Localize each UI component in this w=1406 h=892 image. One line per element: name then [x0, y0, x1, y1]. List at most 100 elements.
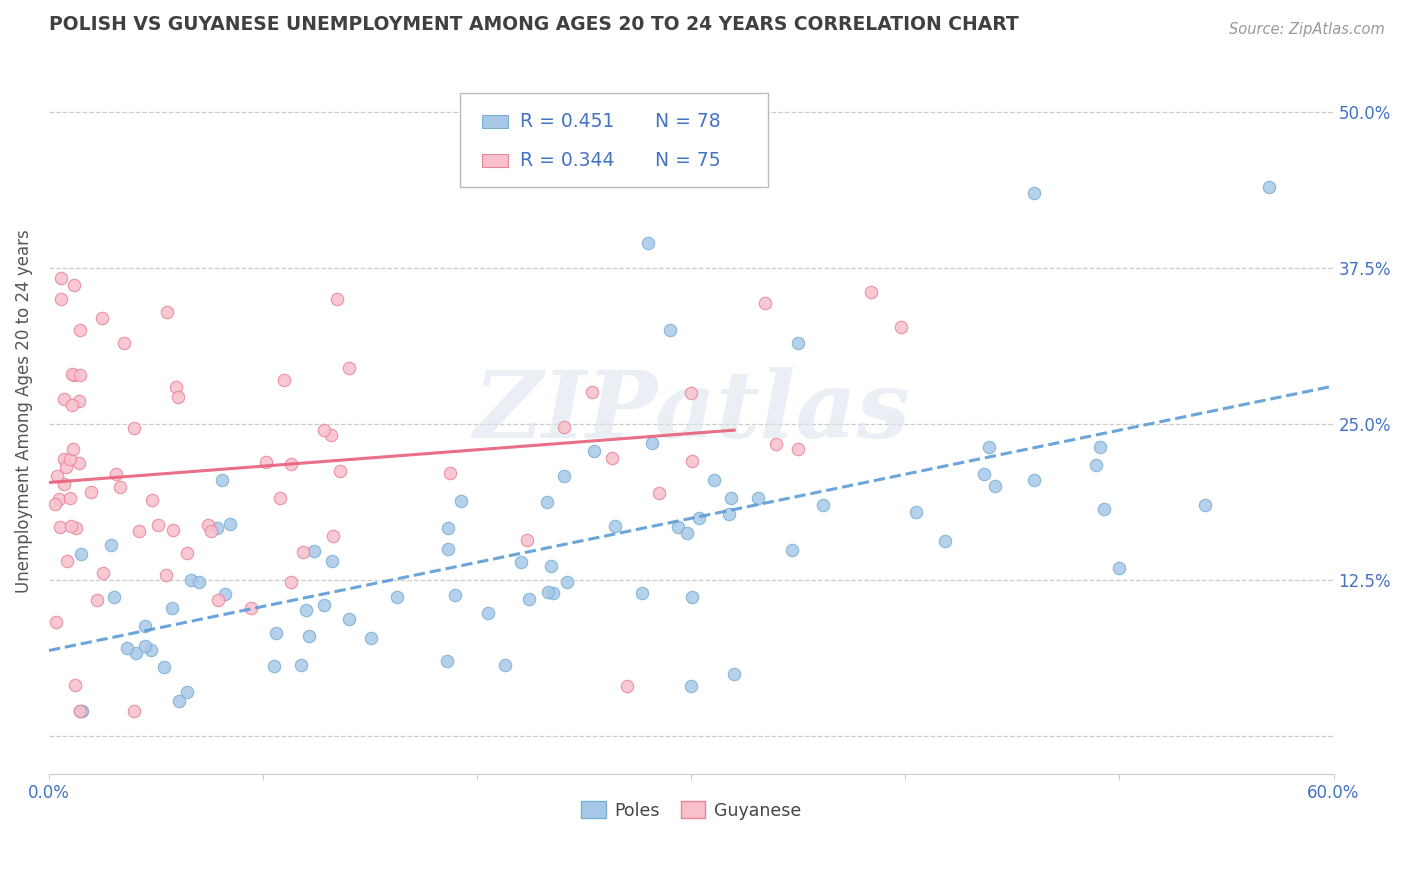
Guyanese — [63, 678, 86, 692]
Guyanese — [60, 518, 83, 533]
Text: R = 0.451: R = 0.451 — [520, 112, 614, 131]
Poles — [100, 538, 122, 552]
Guyanese — [616, 679, 638, 693]
Guyanese — [322, 529, 344, 543]
Poles — [640, 436, 662, 450]
Guyanese — [69, 323, 91, 337]
Poles — [1022, 186, 1045, 200]
Poles — [494, 657, 516, 672]
Guyanese — [52, 477, 75, 491]
Guyanese — [56, 554, 79, 568]
Guyanese — [329, 464, 352, 478]
FancyBboxPatch shape — [482, 115, 508, 128]
Poles — [134, 640, 156, 654]
Guyanese — [65, 521, 87, 535]
Guyanese — [91, 566, 114, 580]
Poles — [219, 516, 242, 531]
Poles — [70, 704, 93, 718]
Guyanese — [337, 360, 360, 375]
Guyanese — [240, 601, 263, 615]
Poles — [747, 491, 769, 505]
Text: R = 0.344: R = 0.344 — [520, 152, 614, 170]
Guyanese — [104, 467, 127, 481]
Poles — [314, 598, 336, 612]
Guyanese — [273, 373, 295, 387]
Poles — [703, 473, 725, 487]
Guyanese — [860, 285, 883, 299]
Guyanese — [67, 394, 90, 409]
Poles — [160, 601, 183, 615]
Guyanese — [79, 485, 101, 500]
Guyanese — [326, 292, 349, 306]
Poles — [437, 521, 460, 535]
Poles — [720, 491, 742, 505]
Guyanese — [69, 704, 91, 718]
Guyanese — [681, 453, 703, 467]
Poles — [658, 323, 681, 337]
Poles — [321, 554, 343, 568]
Guyanese — [52, 392, 75, 406]
Poles — [263, 659, 285, 673]
Guyanese — [516, 533, 538, 548]
Guyanese — [162, 523, 184, 537]
Poles — [70, 547, 93, 561]
Poles — [103, 591, 125, 605]
Poles — [211, 473, 233, 487]
Poles — [214, 587, 236, 601]
Poles — [295, 603, 318, 617]
Legend: Poles, Guyanese: Poles, Guyanese — [575, 795, 808, 827]
Guyanese — [122, 421, 145, 435]
Guyanese — [197, 517, 219, 532]
Guyanese — [91, 310, 114, 325]
Poles — [1094, 502, 1116, 516]
Guyanese — [176, 546, 198, 560]
Guyanese — [156, 304, 179, 318]
Poles — [973, 467, 995, 481]
Guyanese — [754, 296, 776, 310]
Poles — [264, 626, 287, 640]
Guyanese — [314, 423, 336, 437]
Poles — [1090, 440, 1112, 454]
Poles — [904, 505, 927, 519]
Poles — [681, 590, 703, 604]
Poles — [681, 679, 703, 693]
Guyanese — [51, 270, 73, 285]
Poles — [605, 519, 627, 533]
Poles — [437, 542, 460, 557]
Poles — [139, 643, 162, 657]
Guyanese — [63, 368, 86, 382]
Poles — [290, 658, 312, 673]
Poles — [541, 586, 564, 600]
Guyanese — [44, 497, 66, 511]
Poles — [688, 511, 710, 525]
Guyanese — [155, 567, 177, 582]
Poles — [553, 468, 575, 483]
Poles — [979, 440, 1001, 454]
Guyanese — [890, 319, 912, 334]
Poles — [69, 704, 91, 718]
Poles — [780, 543, 803, 558]
Poles — [555, 575, 578, 590]
Poles — [205, 521, 228, 535]
Guyanese — [112, 335, 135, 350]
Poles — [1022, 473, 1045, 487]
Guyanese — [291, 545, 314, 559]
FancyBboxPatch shape — [460, 93, 768, 187]
Guyanese — [200, 524, 222, 538]
Guyanese — [62, 442, 84, 456]
Poles — [1258, 179, 1281, 194]
Guyanese — [280, 457, 302, 471]
Text: N = 78: N = 78 — [655, 112, 721, 131]
Poles — [582, 443, 605, 458]
Text: N = 75: N = 75 — [655, 152, 721, 170]
Guyanese — [49, 292, 72, 306]
Poles — [630, 585, 652, 599]
Text: Source: ZipAtlas.com: Source: ZipAtlas.com — [1229, 22, 1385, 37]
Poles — [1108, 560, 1130, 574]
Guyanese — [167, 390, 190, 404]
Guyanese — [59, 491, 82, 505]
Poles — [180, 573, 202, 587]
Guyanese — [165, 380, 187, 394]
Guyanese — [59, 452, 82, 467]
Guyanese — [128, 524, 150, 538]
